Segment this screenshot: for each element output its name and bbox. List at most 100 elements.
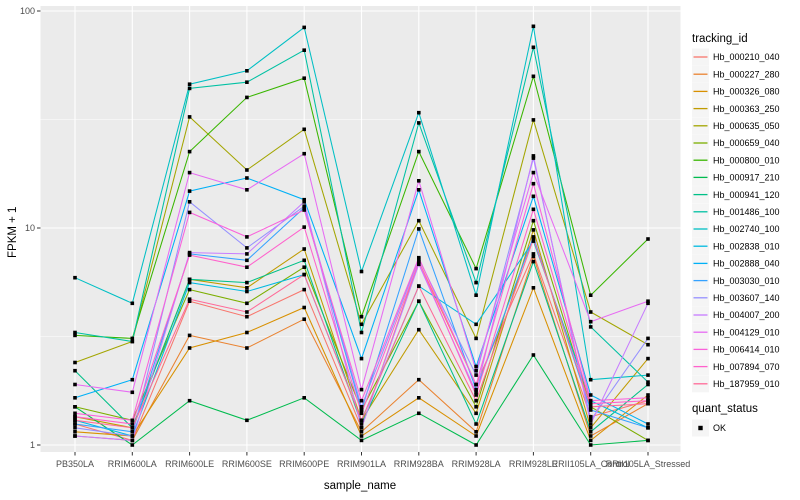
data-point [130, 339, 135, 344]
data-point [531, 259, 536, 264]
legend-title-tracking-id: tracking_id [692, 33, 748, 45]
data-point [73, 411, 77, 416]
data-point [187, 346, 192, 350]
data-point [302, 272, 306, 277]
data-point [531, 254, 536, 259]
data-point [474, 293, 478, 297]
x-tick-label: RRII105LA_Control [552, 459, 630, 469]
data-point [417, 255, 421, 260]
data-point [417, 188, 421, 192]
data-point [245, 289, 249, 294]
legend-label: Hb_000635_050 [713, 121, 780, 131]
data-point [474, 266, 478, 271]
data-point [588, 377, 593, 382]
data-point [302, 151, 306, 156]
data-point [474, 280, 478, 285]
y-tick-label: 100 [20, 6, 35, 16]
x-tick-label: RRIM600SE [222, 459, 272, 469]
data-point [302, 258, 306, 263]
data-point [73, 430, 77, 434]
data-point [474, 336, 478, 341]
data-point [588, 414, 593, 419]
data-point [130, 434, 135, 438]
data-point [531, 252, 536, 256]
data-point [359, 398, 364, 403]
data-point [302, 396, 306, 400]
data-point [245, 176, 249, 180]
data-point [73, 414, 77, 419]
data-point [531, 45, 536, 50]
data-point [359, 418, 364, 423]
data-point [646, 237, 650, 241]
data-point [187, 297, 192, 301]
data-point [474, 398, 478, 403]
data-point [474, 373, 478, 377]
data-point [187, 299, 192, 303]
data-point [359, 322, 364, 327]
data-point [531, 228, 536, 232]
data-point [359, 430, 364, 434]
data-point [302, 200, 306, 204]
data-point [646, 299, 650, 303]
data-point [302, 48, 306, 52]
data-point [187, 333, 192, 338]
legend-label: Hb_000941_120 [713, 190, 780, 200]
quant-ok-label: OK [713, 423, 726, 433]
data-point [245, 258, 249, 263]
data-point [531, 170, 536, 175]
data-point [245, 252, 249, 256]
data-point [588, 405, 593, 409]
data-point [588, 443, 593, 447]
data-point [245, 95, 249, 100]
data-point [73, 368, 77, 373]
data-point [359, 330, 364, 335]
data-point [646, 438, 650, 443]
data-point [417, 377, 421, 382]
data-point [73, 396, 77, 400]
data-point [187, 250, 192, 255]
data-point [588, 319, 593, 324]
data-point [588, 393, 593, 397]
data-point [474, 322, 478, 327]
data-point [245, 346, 249, 350]
data-point [646, 398, 650, 403]
data-point [531, 156, 536, 160]
data-point [245, 80, 249, 84]
data-point [302, 76, 306, 80]
data-point [474, 364, 478, 369]
data-point [474, 405, 478, 409]
legend-title-quant-status: quant_status [692, 403, 758, 415]
x-tick-label: RRIM901LA [337, 459, 386, 469]
data-point [359, 387, 364, 392]
data-point [187, 82, 192, 86]
data-point [302, 25, 306, 30]
data-point [588, 310, 593, 314]
gridlines [40, 6, 681, 452]
data-point [359, 269, 364, 274]
data-point [474, 411, 478, 416]
data-point [474, 387, 478, 392]
data-point [73, 422, 77, 426]
data-point [474, 422, 478, 426]
data-point [130, 301, 135, 306]
data-point [130, 443, 135, 447]
data-point [359, 408, 364, 412]
x-axis-title: sample_name [324, 480, 396, 492]
y-tick-label: 10 [25, 223, 35, 233]
data-point [73, 405, 77, 409]
data-point [302, 225, 306, 229]
data-point [187, 115, 192, 119]
data-point [531, 239, 536, 243]
data-point [359, 434, 364, 438]
data-point [417, 411, 421, 416]
x-tick-label: RRIM600LA [108, 459, 157, 469]
data-point [187, 189, 192, 193]
data-point [417, 396, 421, 400]
legend-label: Hb_003030_010 [713, 276, 780, 286]
data-point [245, 310, 249, 314]
data-point [531, 237, 536, 241]
data-point [474, 443, 478, 447]
data-point [474, 390, 478, 395]
x-tick-label: RRII105LA_Stressed [606, 459, 691, 469]
